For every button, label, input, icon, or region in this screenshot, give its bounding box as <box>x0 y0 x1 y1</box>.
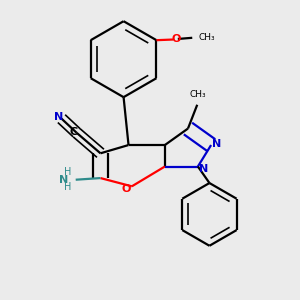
Text: C: C <box>69 127 77 137</box>
Text: O: O <box>121 184 130 194</box>
Text: CH₃: CH₃ <box>190 90 206 99</box>
Text: CH₃: CH₃ <box>199 33 215 42</box>
Text: N: N <box>199 164 208 174</box>
Text: N: N <box>54 112 64 122</box>
Text: H: H <box>64 167 72 178</box>
Text: N: N <box>58 175 68 185</box>
Text: N: N <box>212 139 222 149</box>
Text: H: H <box>64 182 72 192</box>
Text: O: O <box>172 34 181 44</box>
